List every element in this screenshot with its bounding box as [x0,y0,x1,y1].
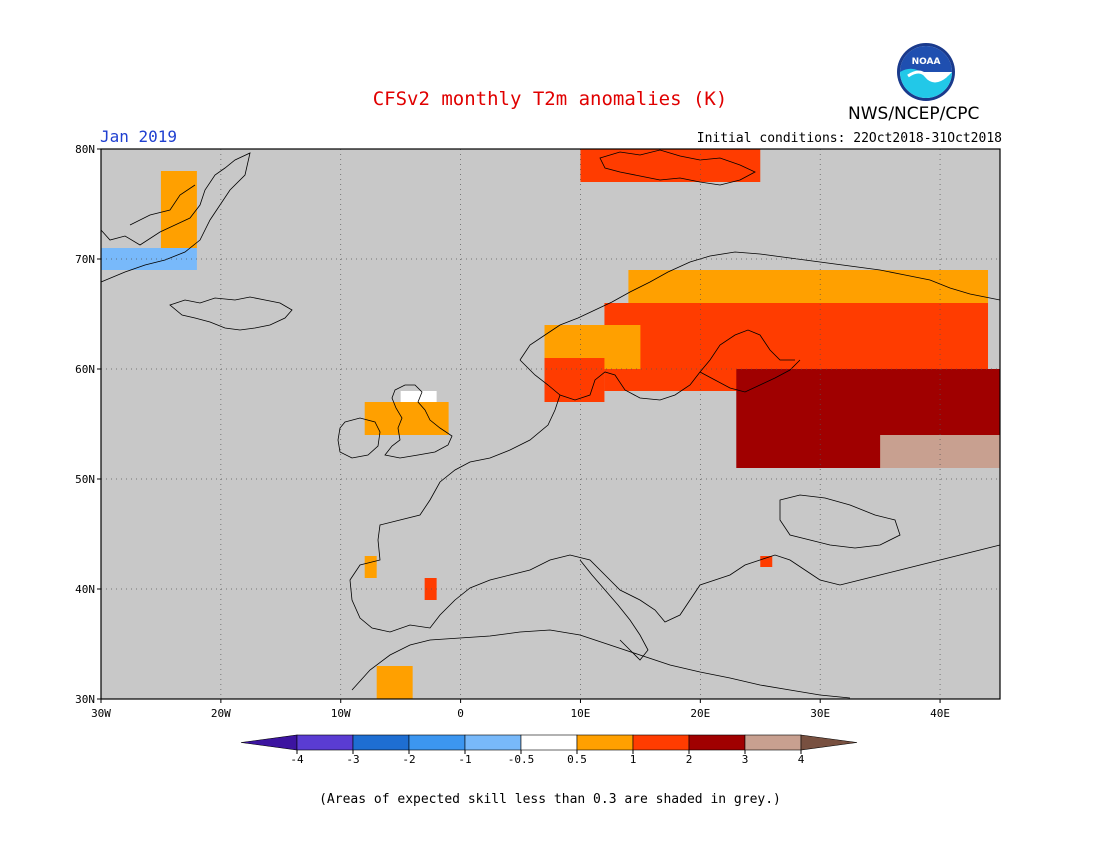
lon-tick-label: 30E [810,707,830,720]
lat-tick-label: 50N [75,473,95,486]
lon-tick-label: 10W [331,707,351,720]
colorbar-label: -4 [290,753,304,766]
anomaly-region [364,556,377,578]
anomaly-region [760,556,773,567]
colorbar-label: 0.5 [567,753,587,766]
anomaly-region [160,171,197,248]
colorbar-label: -1 [458,753,471,766]
colorbar-label: -3 [346,753,359,766]
anomaly-region [424,578,437,600]
colorbar-label: 1 [630,753,637,766]
footnote: (Areas of expected skill less than 0.3 a… [319,792,781,807]
lat-tick-label: 60N [75,363,95,376]
colorbar: -4 -3 -2 -1 -0.5 0.5 1 2 3 4 [240,734,858,766]
anomaly-region [364,402,449,435]
lon-tick-label: 30W [91,707,111,720]
colorbar-bin [296,734,354,751]
colorbar-min-arrow [240,734,298,751]
colorbar-bin [688,734,746,751]
noaa-logo-icon: NOAA [897,43,955,101]
coastlines [100,149,1001,699]
colorbar-bin [464,734,522,751]
anomaly-region [544,358,605,402]
colorbar-bin [352,734,410,751]
anomaly-region [101,248,197,270]
colorbar-bin [744,734,802,751]
lon-tick-label: 40E [930,707,950,720]
colorbar-label: -0.5 [508,753,535,766]
anomaly-region [580,149,761,182]
anomaly-region [880,435,1000,468]
lon-tick-label: 0 [457,707,464,720]
colorbar-label: 3 [742,753,749,766]
colorbar-label: 4 [798,753,805,766]
logo-text: NOAA [912,57,941,67]
lat-tick-label: 40N [75,583,95,596]
lat-tick-label: 70N [75,253,95,266]
map-frame [100,148,1001,700]
colorbar-bin [632,734,690,751]
lat-tick-label: 30N [75,693,95,706]
colorbar-bin [408,734,466,751]
lon-tick-label: 10E [571,707,591,720]
chart-title: CFSv2 monthly T2m anomalies (K) [372,88,728,110]
lon-tick-label: 20W [211,707,231,720]
colorbar-label: 2 [686,753,693,766]
lat-tick-label: 80N [75,143,95,156]
colorbar-max-arrow [800,734,858,751]
colorbar-bin [520,734,578,751]
agency-label: NWS/NCEP/CPC [848,104,980,124]
gridlines [101,149,1000,699]
colorbar-bin [576,734,634,751]
anomaly-layer [101,149,1000,699]
month-label: Jan 2019 [100,127,178,146]
initial-conditions-label: Initial conditions: 22Oct2018-31Oct2018 [696,131,1002,146]
colorbar-label: -2 [402,753,415,766]
anomaly-region [376,666,413,699]
anomaly-region [400,391,437,402]
lon-tick-label: 20E [690,707,710,720]
